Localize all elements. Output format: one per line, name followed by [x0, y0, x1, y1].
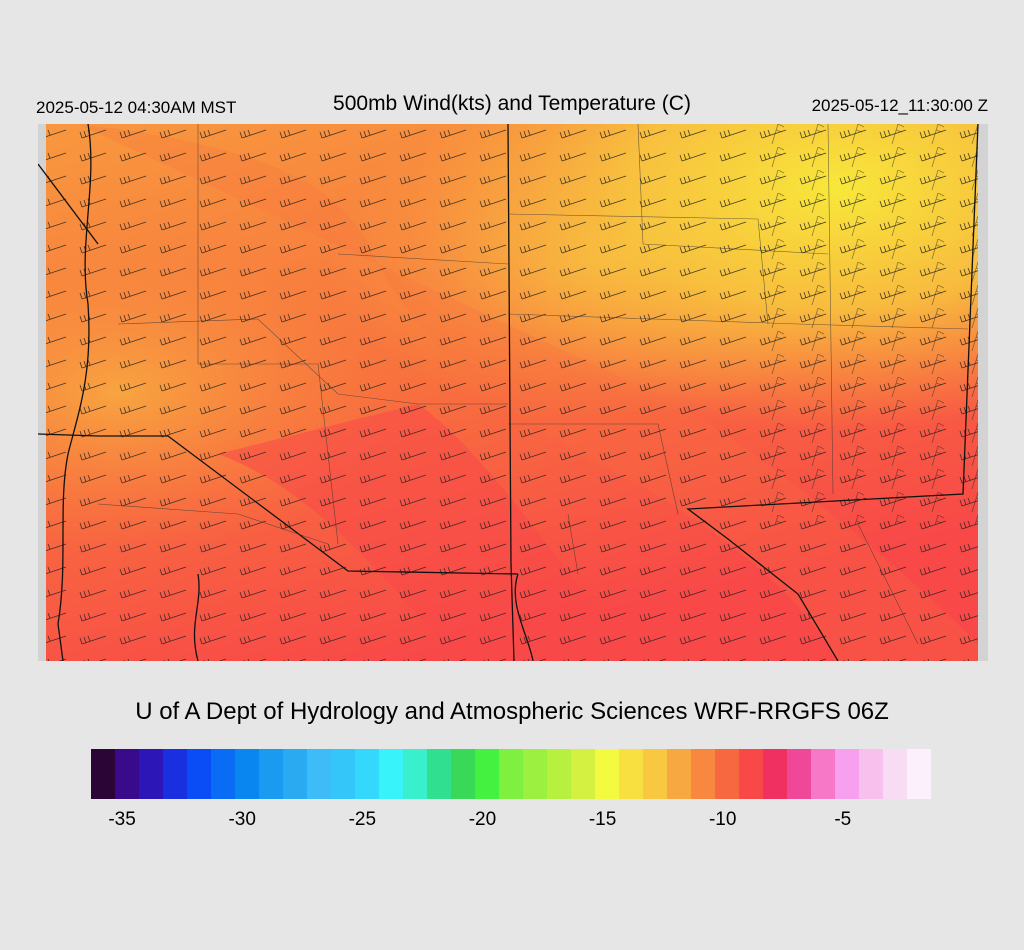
colorbar-swatch [307, 749, 332, 799]
colorbar-swatch [643, 749, 668, 799]
colorbar-swatch [403, 749, 428, 799]
colorbar-swatch [619, 749, 644, 799]
colorbar-swatch [259, 749, 284, 799]
colorbar-tick-label: -25 [348, 809, 377, 830]
colorbar-swatch [763, 749, 788, 799]
colorbar-swatch [139, 749, 164, 799]
colorbar-swatch [163, 749, 188, 799]
colorbar-swatch [379, 749, 404, 799]
colorbar-swatch [451, 749, 476, 799]
colorbar-tick-label: -15 [588, 809, 617, 830]
colorbar-swatch [835, 749, 860, 799]
local-time-label: 2025-05-12 04:30AM MST [36, 98, 237, 117]
colorbar-swatch [475, 749, 500, 799]
temperature-wind-map [38, 124, 988, 661]
colorbar-swatch [571, 749, 596, 799]
colorbar-swatch [883, 749, 908, 799]
colorbar-swatch [355, 749, 380, 799]
colorbar-swatch [667, 749, 692, 799]
colorbar-swatch [787, 749, 812, 799]
colorbar-swatch [907, 749, 931, 799]
colorbar-swatch [859, 749, 884, 799]
colorbar-swatch [691, 749, 716, 799]
colorbar-swatch [595, 749, 620, 799]
colorbar-swatch [115, 749, 140, 799]
colorbar-tick-label: -35 [108, 809, 136, 830]
colorbar-tick-label: -10 [708, 809, 737, 830]
colorbar-tick-label: -5 [834, 809, 852, 830]
colorbar-swatch [523, 749, 548, 799]
colorbar-swatch [91, 749, 116, 799]
colorbar-swatch [739, 749, 764, 799]
colorbar-swatch [499, 749, 524, 799]
map-title: 500mb Wind(kts) and Temperature (C) [333, 92, 691, 115]
temperature-colorbar [91, 749, 931, 799]
colorbar-swatch [427, 749, 452, 799]
valid-time-label: 2025-05-12_11:30:00 Z [811, 96, 988, 115]
colorbar-swatch [331, 749, 356, 799]
colorbar-swatch [283, 749, 308, 799]
colorbar-swatch [715, 749, 740, 799]
colorbar-swatch [187, 749, 212, 799]
credit-text: U of A Dept of Hydrology and Atmospheric… [135, 698, 889, 725]
colorbar-swatch [235, 749, 260, 799]
colorbar-swatch [811, 749, 836, 799]
colorbar-tick-label: -20 [468, 809, 497, 830]
colorbar-swatch [547, 749, 572, 799]
colorbar-swatch [211, 749, 236, 799]
colorbar-tick-label: -30 [228, 809, 256, 830]
